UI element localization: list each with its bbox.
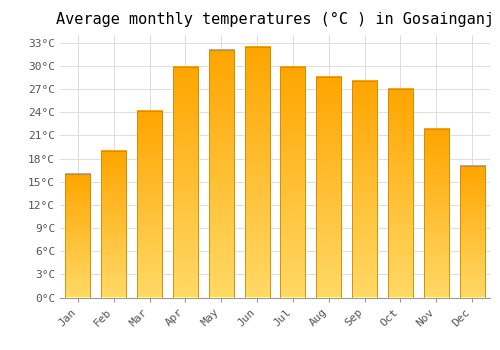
Bar: [280, 68, 305, 298]
Bar: [352, 81, 377, 298]
Bar: [424, 129, 449, 298]
Bar: [460, 166, 484, 298]
Bar: [208, 50, 234, 298]
Bar: [101, 151, 126, 298]
Bar: [244, 47, 270, 298]
Bar: [316, 77, 342, 298]
Title: Average monthly temperatures (°C ) in Gosainganj: Average monthly temperatures (°C ) in Go…: [56, 12, 494, 27]
Bar: [388, 89, 413, 298]
Bar: [173, 68, 198, 298]
Bar: [137, 111, 162, 298]
Bar: [66, 174, 90, 298]
